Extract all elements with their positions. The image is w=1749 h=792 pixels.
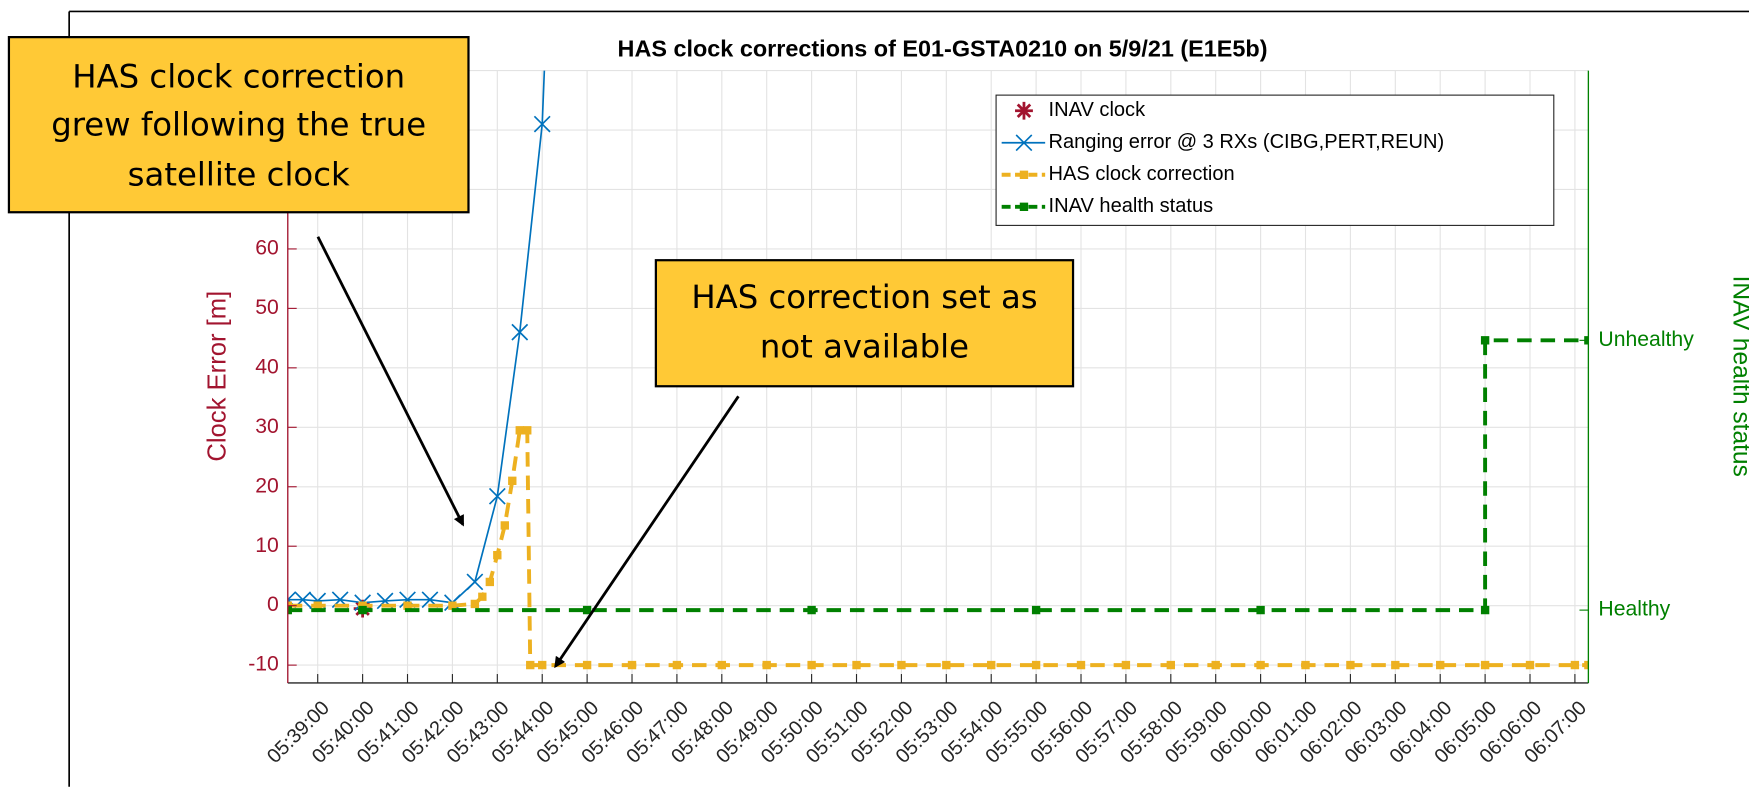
marker [807, 660, 816, 670]
marker [448, 601, 457, 610]
marker [1076, 660, 1086, 670]
marker [1391, 660, 1400, 670]
y-tick-label: 10 [255, 534, 279, 557]
legend-label: INAV health status [1049, 195, 1214, 217]
arrow [316, 236, 465, 527]
marker [508, 476, 517, 485]
legend-marker [1019, 170, 1029, 179]
marker [526, 660, 535, 670]
legend-marker [1015, 134, 1033, 152]
annotation-text: HAS clock correction [72, 57, 405, 95]
y-tick-label: 60 [255, 237, 279, 260]
marker [358, 605, 367, 615]
annotations: HAS clock correction grew following the … [7, 36, 1075, 669]
annotation-box [654, 259, 1075, 388]
y-tick-label: -10 [248, 653, 279, 676]
marker [582, 660, 592, 670]
marker [582, 605, 592, 615]
annotation-text: HAS correction set as [691, 278, 1037, 316]
marker [1166, 660, 1175, 670]
marker [627, 660, 637, 670]
chart-title: HAS clock corrections of E01-GSTA0210 on… [618, 36, 1268, 62]
y-axis-label: Clock Error [m] [203, 291, 231, 462]
marker [1211, 660, 1220, 670]
marker [1480, 660, 1490, 670]
legend-label: INAV clock [1049, 99, 1147, 121]
marker [1584, 660, 1589, 670]
marker [1346, 660, 1355, 670]
marker [1256, 605, 1265, 615]
marker [1256, 660, 1265, 670]
marker [717, 660, 726, 670]
legend-marker [1015, 101, 1033, 120]
marker [1031, 660, 1041, 670]
marker [533, 115, 551, 133]
marker [762, 660, 771, 670]
marker [485, 577, 495, 587]
marker [1031, 605, 1041, 615]
arrow [554, 395, 740, 669]
legend-label: Ranging error @ 3 RXs (CIBG,PERT,REUN) [1049, 131, 1445, 153]
marker [897, 660, 906, 670]
y-tick-label: 20 [255, 474, 279, 497]
marker [488, 487, 506, 505]
marker [511, 323, 529, 341]
annotation-text: satellite clock [128, 156, 350, 194]
legend-marker [1019, 202, 1029, 211]
marker [515, 426, 524, 435]
marker [807, 605, 816, 615]
marker [852, 660, 861, 670]
marker [1570, 660, 1580, 670]
annotation-text: not available [760, 327, 969, 365]
marker [1436, 660, 1445, 670]
annotation-box [7, 36, 470, 214]
marker [1525, 660, 1535, 670]
marker [500, 521, 509, 530]
y2-tick-label: Unhealthy [1598, 328, 1694, 351]
marker [1480, 605, 1490, 615]
marker [478, 592, 487, 601]
y2-tick-label: Healthy [1598, 598, 1670, 621]
marker [538, 660, 547, 670]
marker [1301, 660, 1310, 670]
marker [987, 660, 996, 670]
legend-box [995, 94, 1555, 226]
marker [1121, 660, 1131, 670]
annotation-text: grew following the true [51, 105, 426, 143]
y-tick-label: 30 [255, 415, 279, 438]
marker [466, 573, 484, 591]
y-tick-label: 50 [255, 296, 279, 319]
marker [403, 601, 412, 610]
marker [493, 550, 502, 560]
marker [1480, 336, 1490, 345]
series-line [287, 70, 546, 604]
y-tick-label: 40 [255, 355, 279, 378]
marker [942, 660, 951, 670]
marker [313, 601, 322, 610]
legend-label: HAS clock correction [1049, 163, 1235, 185]
y2-axis-label: INAV health status [1728, 276, 1749, 477]
marker [523, 426, 532, 435]
marker [287, 605, 292, 615]
marker [470, 599, 480, 609]
y-tick-label: 0 [267, 593, 279, 616]
series-line [287, 338, 1589, 613]
marker [672, 660, 682, 670]
